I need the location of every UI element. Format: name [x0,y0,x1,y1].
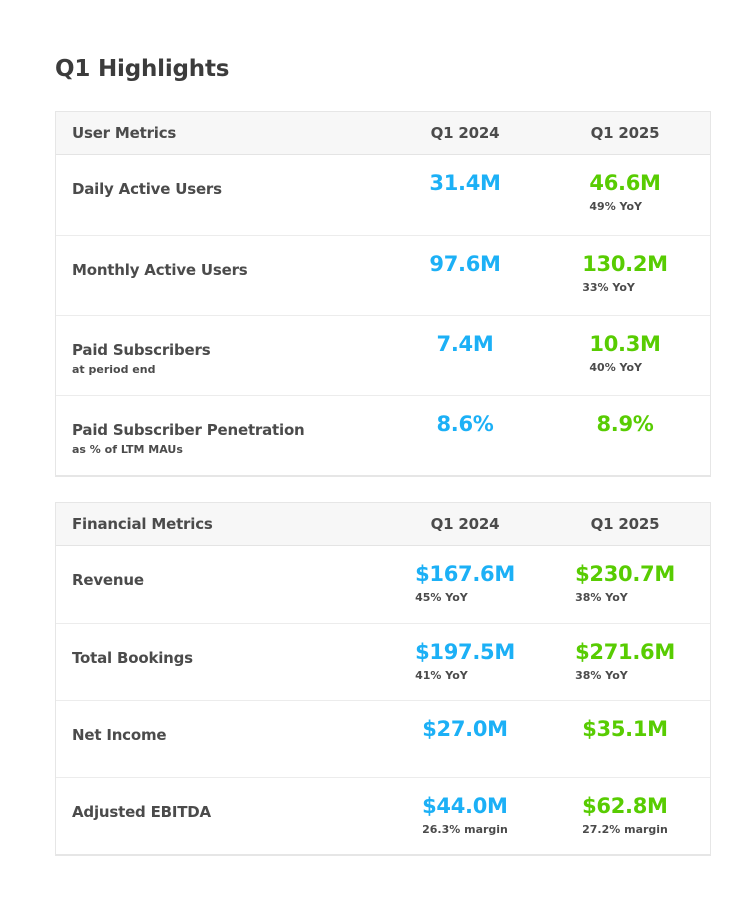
table-row: Monthly Active Users 97.6M 130.2M 33% Yo… [56,235,710,315]
metric-value-note: 45% YoY [415,591,468,605]
metric-label: Monthly Active Users [72,261,248,279]
metric-value-q1-2024: $27.0M [422,717,508,741]
metric-value-q1-2025: 8.9% [596,412,654,436]
metric-label: Total Bookings [72,649,193,667]
metric-value-q1-2024: $197.5M [415,640,515,664]
table-header-row: Financial Metrics Q1 2024 Q1 2025 [56,503,710,546]
column-header-q1-2025: Q1 2025 [590,515,660,533]
table-title: Financial Metrics [72,515,213,533]
table-title: User Metrics [72,124,177,142]
metric-value-q1-2024: $167.6M [415,562,515,586]
column-header-q1-2025: Q1 2025 [590,124,660,142]
metric-label: Revenue [72,571,144,589]
metric-value-note: 33% YoY [582,281,635,295]
metric-value-q1-2025: 46.6M [589,171,661,195]
metric-value-q1-2025: $271.6M [575,640,675,664]
table-row: Adjusted EBITDA $44.0M 26.3% margin $62.… [56,777,710,854]
page-title: Q1 Highlights [55,56,230,82]
metric-sublabel: as % of LTM MAUs [72,443,183,456]
metric-value-note: 40% YoY [589,361,643,375]
metric-value-q1-2025: 10.3M [589,332,661,356]
table-row: Daily Active Users 31.4M 46.6M 49% YoY [56,155,710,235]
user-metrics-table: User Metrics Q1 2024 Q1 2025 Daily Activ… [55,111,711,477]
column-header-q1-2024: Q1 2024 [430,515,500,533]
metric-value-q1-2025: $62.8M [582,794,668,818]
metric-value-note: 26.3% margin [422,823,508,837]
metric-value-q1-2024: 7.4M [436,332,494,356]
table-row: Net Income $27.0M $35.1M [56,700,710,777]
column-header-q1-2024: Q1 2024 [430,124,500,142]
metric-label: Paid Subscriber Penetration [72,421,305,439]
metric-value-q1-2024: $44.0M [422,794,508,818]
metric-value-note: 41% YoY [415,669,468,683]
table-row: Total Bookings $197.5M 41% YoY $271.6M 3… [56,623,710,700]
table-row: Paid Subscribers at period end 7.4M 10.3… [56,315,710,395]
table-row: Revenue $167.6M 45% YoY $230.7M 38% YoY [56,546,710,623]
table-row: Paid Subscriber Penetration as % of LTM … [56,395,710,475]
metric-value-q1-2024: 97.6M [429,252,501,276]
metric-value-note: 38% YoY [575,669,628,683]
metric-value-q1-2025: $230.7M [575,562,675,586]
financial-metrics-table: Financial Metrics Q1 2024 Q1 2025 Revenu… [55,502,711,856]
metric-sublabel: at period end [72,363,156,376]
table-header-row: User Metrics Q1 2024 Q1 2025 [56,112,710,155]
metric-value-q1-2025: $35.1M [582,717,668,741]
metric-value-note: 27.2% margin [582,823,668,837]
metric-value-note: 49% YoY [589,200,643,214]
metric-value-q1-2024: 31.4M [429,171,501,195]
metric-value-q1-2024: 8.6% [436,412,494,436]
metric-value-note: 38% YoY [575,591,628,605]
metric-value-q1-2025: 130.2M [582,252,668,276]
metric-label: Net Income [72,726,167,744]
metric-label: Adjusted EBITDA [72,803,211,821]
metric-label: Paid Subscribers [72,341,211,359]
page: Q1 Highlights User Metrics Q1 2024 Q1 20… [0,56,749,919]
metric-label: Daily Active Users [72,180,222,198]
